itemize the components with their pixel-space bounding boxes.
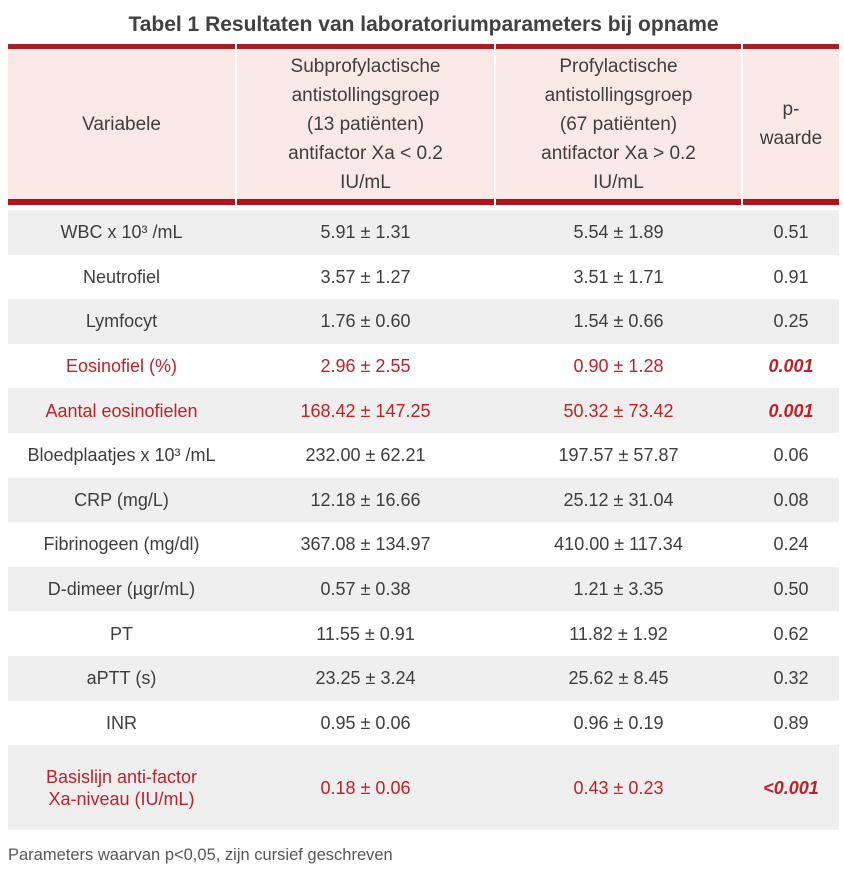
table-row: Neutrofiel 3.57 ± 1.27 3.51 ± 1.71 0.91 [8, 255, 839, 300]
table-row: WBC x 10³ /mL 5.91 ± 1.31 5.54 ± 1.89 0.51 [8, 210, 839, 255]
table-row: Fibrinogeen (mg/dl) 367.08 ± 134.97 410.00… [8, 522, 839, 567]
cell-variable: Neutrofiel [82, 266, 161, 287]
cell-subprophylactic-value: 2.96 ± 2.55 [320, 356, 411, 377]
cell-subprophylactic-value: 168.42 ± 147.25 [300, 400, 431, 421]
cell-subprophylactic-value: 367.08 ± 134.97 [300, 534, 431, 555]
cell-prophylactic-value: 3.51 ± 1.71 [573, 266, 664, 287]
cell-prophylactic-value: 1.21 ± 3.35 [573, 579, 664, 600]
cell-variable: Aantal eosinofielen [45, 400, 198, 421]
table-row: CRP (mg/L) 12.18 ± 16.66 25.12 ± 31.04 0.08 [8, 477, 839, 523]
table-row: Bloedplaatjes x 10³ /mL 232.00 ± 62.21 197… [8, 433, 839, 478]
table-row: D-dimeer (µgr/mL) 0.57 ± 0.38 1.21 ± 3.35 0… [8, 566, 839, 612]
cell-prophylactic-value: 25.62 ± 8.45 [568, 668, 669, 689]
cell-prophylactic-value: 1.54 ± 0.66 [573, 311, 664, 332]
cell-p-value: 0.24 [773, 534, 809, 555]
cell-prophylactic-value: 5.54 ± 1.89 [573, 222, 664, 243]
cell-variable: Bloedplaatjes x 10³ /mL [27, 445, 216, 466]
cell-p-value: 0.89 [773, 712, 809, 733]
table-row: Aantal eosinofielen 168.42 ± 147.25 50.32 … [8, 388, 839, 433]
cell-p-value: 0.001 [768, 356, 814, 377]
cell-prophylactic-value: 0.96 ± 0.19 [573, 712, 664, 733]
table-row: Basislijn anti-factor Xa-niveau (IU/mL) 0… [8, 745, 839, 831]
cell-p-value: 0.06 [773, 445, 809, 466]
cell-p-value: 0.001 [768, 400, 814, 421]
cell-variable: aPTT (s) [86, 668, 157, 689]
table-row: Eosinofiel (%) 2.96 ± 2.55 0.90 ± 1.28 0.00… [8, 344, 839, 389]
cell-p-value: 0.51 [773, 222, 809, 243]
cell-variable: Fibrinogeen (mg/dl) [43, 534, 200, 555]
cell-subprophylactic-value: 3.57 ± 1.27 [320, 266, 411, 287]
table-row: Lymfocyt 1.76 ± 0.60 1.54 ± 0.66 0.25 [8, 299, 839, 344]
table-row: aPTT (s) 23.25 ± 3.24 25.62 ± 8.45 0.32 [8, 655, 839, 701]
cell-variable: Lymfocyt [85, 311, 158, 332]
cell-subprophylactic-value: 0.18 ± 0.06 [320, 777, 411, 798]
cell-prophylactic-value: 197.57 ± 57.87 [558, 445, 679, 466]
cell-prophylactic-value: 11.82 ± 1.92 [569, 623, 668, 644]
table-header-row: Variabele Subprofylactische antistolling… [8, 44, 839, 205]
table-body: WBC x 10³ /mL 5.91 ± 1.31 5.54 ± 1.89 0.51 N… [8, 210, 839, 831]
cell-prophylactic-value: 25.12 ± 31.04 [563, 489, 674, 510]
cell-p-value: 0.50 [773, 579, 809, 600]
cell-subprophylactic-value: 232.00 ± 62.21 [305, 445, 426, 466]
cell-subprophylactic-value: 23.25 ± 3.24 [315, 668, 416, 689]
cell-variable: D-dimeer (µgr/mL) [47, 579, 196, 600]
page: Tabel 1 Resultaten van laboratoriumparam… [8, 0, 839, 865]
cell-variable: INR [106, 712, 137, 733]
cell-prophylactic-value: 50.32 ± 73.42 [563, 400, 674, 421]
cell-subprophylactic-value: 11.55 ± 0.91 [316, 623, 415, 644]
header-cell-prophylactic-group: Profylactische antistollingsgroep (67 pa… [496, 44, 741, 205]
table-row: PT 11.55 ± 0.91 11.82 ± 1.92 0.62 [8, 611, 839, 656]
cell-p-value: 0.25 [773, 311, 809, 332]
cell-prophylactic-value: 0.90 ± 1.28 [573, 356, 664, 377]
cell-subprophylactic-value: 0.95 ± 0.06 [320, 712, 411, 733]
table-row: INR 0.95 ± 0.06 0.96 ± 0.19 0.89 [8, 701, 839, 746]
lab-results-table: Variabele Subprofylactische antistolling… [8, 44, 839, 831]
cell-variable: WBC x 10³ /mL [60, 222, 183, 243]
cell-prophylactic-value: 0.43 ± 0.23 [573, 777, 664, 798]
header-cell-variable: Variabele [8, 44, 235, 205]
cell-subprophylactic-value: 0.57 ± 0.38 [320, 579, 411, 600]
cell-prophylactic-value: 410.00 ± 117.34 [554, 534, 683, 555]
cell-variable: Basislijn anti-factor Xa-niveau (IU/mL) [45, 766, 198, 809]
cell-variable: CRP (mg/L) [74, 489, 169, 510]
footnote: Parameters waarvan p<0,05, zijn cursief … [8, 846, 393, 865]
table-title: Tabel 1 Resultaten van laboratoriumparam… [128, 13, 719, 36]
cell-subprophylactic-value: 12.18 ± 16.66 [310, 489, 421, 510]
cell-p-value: 0.08 [773, 489, 809, 510]
header-cell-subprophylactic-group: Subprofylactische antistollingsgroep (13… [237, 44, 494, 205]
cell-variable: PT [109, 623, 133, 644]
cell-p-value: 0.62 [773, 623, 809, 644]
header-cell-p-value: p- waarde [743, 44, 839, 205]
cell-variable: Eosinofiel (%) [65, 356, 178, 377]
cell-subprophylactic-value: 5.91 ± 1.31 [320, 222, 411, 243]
cell-p-value: <0.001 [763, 777, 819, 798]
cell-p-value: 0.91 [773, 266, 809, 287]
cell-subprophylactic-value: 1.76 ± 0.60 [320, 311, 411, 332]
cell-p-value: 0.32 [773, 668, 809, 689]
